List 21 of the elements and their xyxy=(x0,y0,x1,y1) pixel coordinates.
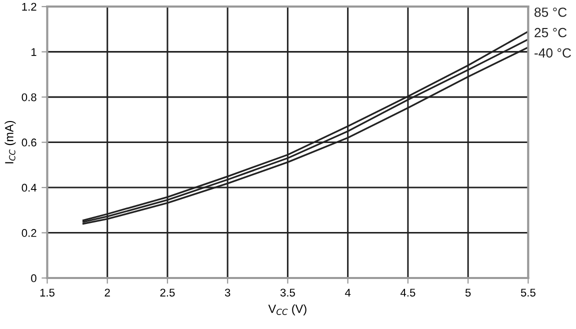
x-tick-label: 3 xyxy=(224,288,230,297)
x-tick-label: 1.5 xyxy=(40,288,54,297)
series-label: -40 °C xyxy=(534,48,571,58)
y-axis-title: I$_{CC}$ (mA) xyxy=(4,120,16,164)
y-tick-label: 0 xyxy=(31,274,36,282)
y-tick-label: 1.2 xyxy=(22,2,36,11)
y-tick-label: 0.8 xyxy=(22,93,36,102)
x-tick-label: 5 xyxy=(465,288,471,297)
series-label: 85 °C xyxy=(534,8,567,17)
x-tick-label: 4 xyxy=(345,288,351,296)
x-tick-label: 4.5 xyxy=(400,288,416,297)
y-tick-label: 0.2 xyxy=(22,229,36,237)
x-tick-label: 2 xyxy=(104,288,110,296)
y-tick-label: 1 xyxy=(31,48,36,56)
y-tick-label: 0.6 xyxy=(22,138,36,146)
x-tick-label: 2.5 xyxy=(160,288,175,297)
series-label: 25 °C xyxy=(534,28,567,38)
x-tick-label: 5.5 xyxy=(520,288,536,297)
x-axis-title: V$_{CC}$ (V) xyxy=(268,304,306,316)
y-tick-label: 0.4 xyxy=(22,184,36,192)
x-tick-label: 3.5 xyxy=(280,288,295,297)
